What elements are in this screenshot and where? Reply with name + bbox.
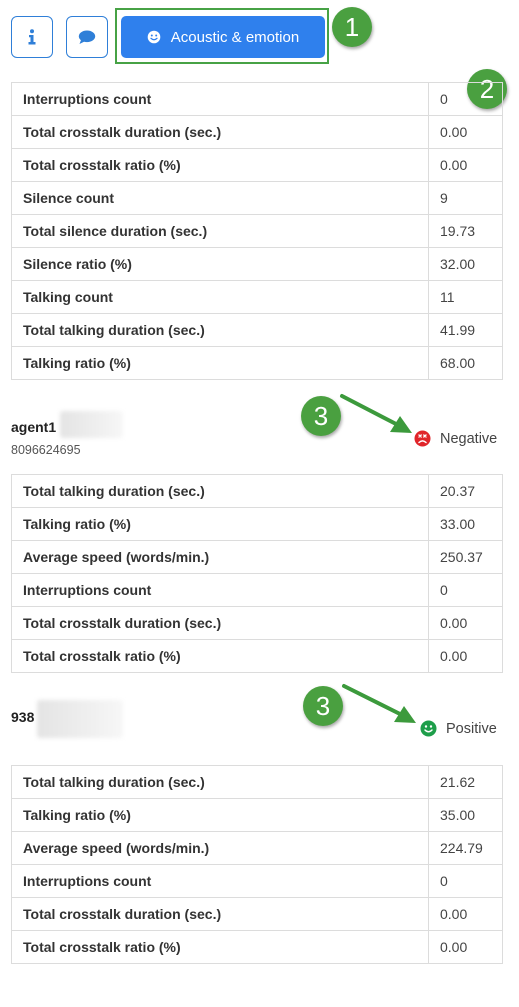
metric-value: 32.00	[428, 247, 503, 281]
smile-icon	[420, 720, 437, 737]
agent-emotion-label: Negative	[440, 430, 498, 447]
info-button[interactable]	[11, 16, 53, 58]
table-row: Interruptions count 0	[11, 82, 503, 116]
metric-value: 41.99	[428, 313, 503, 347]
table-row: Silence count 9	[11, 181, 503, 215]
metric-label: Silence ratio (%)	[11, 247, 429, 281]
metric-label: Total talking duration (sec.)	[11, 474, 429, 508]
redacted-number-blur	[37, 700, 123, 738]
customer-emotion: Positive	[420, 720, 497, 737]
acoustic-emotion-label: Acoustic & emotion	[170, 28, 300, 46]
table-row: Interruptions count 0	[11, 864, 503, 898]
table-row: Average speed (words/min.) 224.79	[11, 831, 503, 865]
metric-label: Total crosstalk duration (sec.)	[11, 606, 429, 640]
metric-value: 250.37	[428, 540, 503, 574]
highlight-box	[115, 8, 329, 64]
customer-stats-table: Total talking duration (sec.) 21.62 Talkin…	[11, 765, 503, 964]
table-row: Talking ratio (%) 68.00	[11, 346, 503, 380]
metric-label: Average speed (words/min.)	[11, 540, 429, 574]
metric-label: Total crosstalk ratio (%)	[11, 639, 429, 673]
table-row: Total crosstalk duration (sec.) 0.00	[11, 606, 503, 640]
metric-label: Total talking duration (sec.)	[11, 765, 429, 799]
arrow-to-customer-emotion	[342, 684, 416, 723]
metric-label: Total crosstalk ratio (%)	[11, 148, 429, 182]
metric-label: Average speed (words/min.)	[11, 831, 429, 865]
metric-label: Interruptions count	[11, 82, 429, 116]
table-row: Total crosstalk ratio (%) 0.00	[11, 639, 503, 673]
table-row: Talking ratio (%) 33.00	[11, 507, 503, 541]
metric-value: 0.00	[428, 930, 503, 964]
metric-value: 0.00	[428, 897, 503, 931]
customer-emotion-label: Positive	[446, 720, 497, 737]
metric-value: 33.00	[428, 507, 503, 541]
table-row: Average speed (words/min.) 250.37	[11, 540, 503, 574]
comments-button[interactable]	[66, 16, 108, 58]
metric-value: 20.37	[428, 474, 503, 508]
table-row: Total talking duration (sec.) 20.37	[11, 474, 503, 508]
table-row: Total crosstalk ratio (%) 0.00	[11, 148, 503, 182]
comment-icon	[78, 30, 96, 44]
metric-value: 0	[428, 82, 503, 116]
callout-3-agent: 3	[301, 396, 341, 436]
metric-value: 224.79	[428, 831, 503, 865]
metric-value: 11	[428, 280, 503, 314]
metric-label: Talking ratio (%)	[11, 507, 429, 541]
arrow-to-agent-emotion	[340, 394, 412, 433]
metric-label: Total silence duration (sec.)	[11, 214, 429, 248]
table-row: Total crosstalk duration (sec.) 0.00	[11, 897, 503, 931]
metric-label: Total crosstalk duration (sec.)	[11, 897, 429, 931]
smile-icon	[147, 30, 161, 44]
metric-label: Talking ratio (%)	[11, 346, 429, 380]
table-row: Interruptions count 0	[11, 573, 503, 607]
table-row: Total talking duration (sec.) 41.99	[11, 313, 503, 347]
metric-value: 0.00	[428, 639, 503, 673]
table-row: Silence ratio (%) 32.00	[11, 247, 503, 281]
metric-value: 21.62	[428, 765, 503, 799]
metric-label: Interruptions count	[11, 573, 429, 607]
redacted-name-blur	[60, 411, 123, 438]
metric-value: 0	[428, 864, 503, 898]
overall-stats-table: Interruptions count 0 Total crosstalk dura…	[11, 82, 503, 380]
metric-label: Talking count	[11, 280, 429, 314]
table-row: Total silence duration (sec.) 19.73	[11, 214, 503, 248]
metric-label: Interruptions count	[11, 864, 429, 898]
metric-label: Total crosstalk ratio (%)	[11, 930, 429, 964]
table-row: Talking count 11	[11, 280, 503, 314]
metric-value: 0.00	[428, 115, 503, 149]
metric-value: 9	[428, 181, 503, 215]
metric-label: Total crosstalk duration (sec.)	[11, 115, 429, 149]
table-row: Total crosstalk ratio (%) 0.00	[11, 930, 503, 964]
metric-value: 68.00	[428, 346, 503, 380]
metric-value: 19.73	[428, 214, 503, 248]
metric-label: Silence count	[11, 181, 429, 215]
agent-name: agent1	[11, 419, 57, 435]
metric-label: Talking ratio (%)	[11, 798, 429, 832]
metric-value: 0	[428, 573, 503, 607]
agent-emotion: Negative	[414, 430, 497, 447]
callout-3-customer: 3	[303, 686, 343, 726]
agent-stats-table: Total talking duration (sec.) 20.37 Talkin…	[11, 474, 503, 673]
metric-value: 0.00	[428, 606, 503, 640]
customer-name: 938	[11, 709, 35, 725]
table-row: Total crosstalk duration (sec.) 0.00	[11, 115, 503, 149]
table-row: Talking ratio (%) 35.00	[11, 798, 503, 832]
metric-value: 0.00	[428, 148, 503, 182]
callout-1: 1	[332, 7, 372, 47]
metric-label: Total talking duration (sec.)	[11, 313, 429, 347]
frown-icon	[414, 430, 431, 447]
acoustic-emotion-button[interactable]: Acoustic & emotion	[121, 16, 325, 58]
table-row: Total talking duration (sec.) 21.62	[11, 765, 503, 799]
metric-value: 35.00	[428, 798, 503, 832]
info-icon	[28, 29, 36, 45]
agent-phone: 8096624695	[11, 443, 81, 457]
